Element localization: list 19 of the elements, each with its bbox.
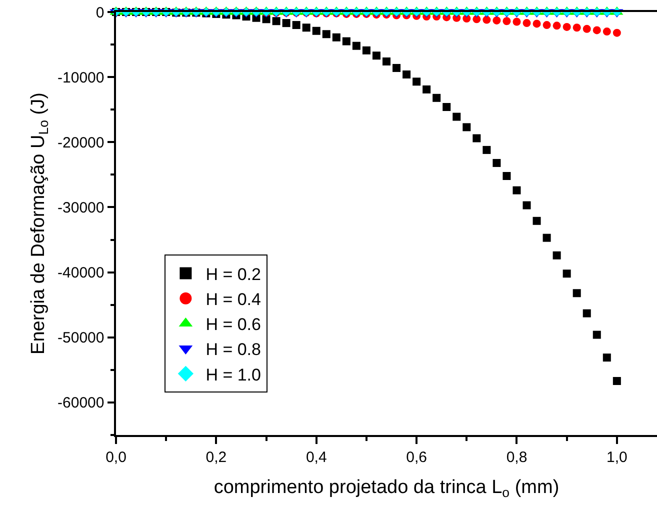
x-axis-title: comprimento projetado da trinca L$_{o}$ (mm) (214, 477, 560, 500)
x-tick-label: 0,0 (106, 448, 126, 466)
x-tick-label: 1,0 (606, 448, 628, 466)
y-tick-label: -40000 (58, 264, 104, 282)
y-tick-label: -50000 (58, 330, 104, 347)
legend-label: H = 0.8 (206, 340, 261, 360)
y-tick-label: -30000 (58, 199, 104, 216)
legend-label: H = 0.6 (206, 315, 261, 334)
y-tick-label: -60000 (58, 394, 104, 412)
legend-label: H = 0.4 (206, 290, 261, 309)
x-tick-label: 0,2 (206, 448, 227, 466)
x-tick-label: 0,8 (506, 448, 528, 466)
legend-label: H = 0.2 (206, 264, 261, 284)
legend-label: H = 1.0 (206, 365, 261, 384)
x-tick-label: 0,4 (306, 448, 327, 466)
y-tick-label: -20000 (58, 134, 104, 152)
y-tick-label: 0 (96, 4, 104, 22)
x-tick-label: 0,6 (406, 448, 427, 466)
y-tick-label: -10000 (58, 69, 104, 86)
